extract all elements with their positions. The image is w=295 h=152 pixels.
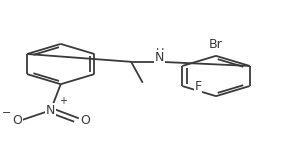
Text: O: O bbox=[80, 114, 90, 126]
Text: −: − bbox=[1, 108, 11, 118]
Text: O: O bbox=[13, 114, 22, 126]
Text: Br: Br bbox=[209, 38, 223, 51]
Text: N: N bbox=[46, 104, 55, 117]
Text: N: N bbox=[155, 51, 165, 64]
Text: +: + bbox=[59, 96, 67, 106]
Text: F: F bbox=[195, 80, 202, 93]
Text: H: H bbox=[156, 48, 164, 58]
